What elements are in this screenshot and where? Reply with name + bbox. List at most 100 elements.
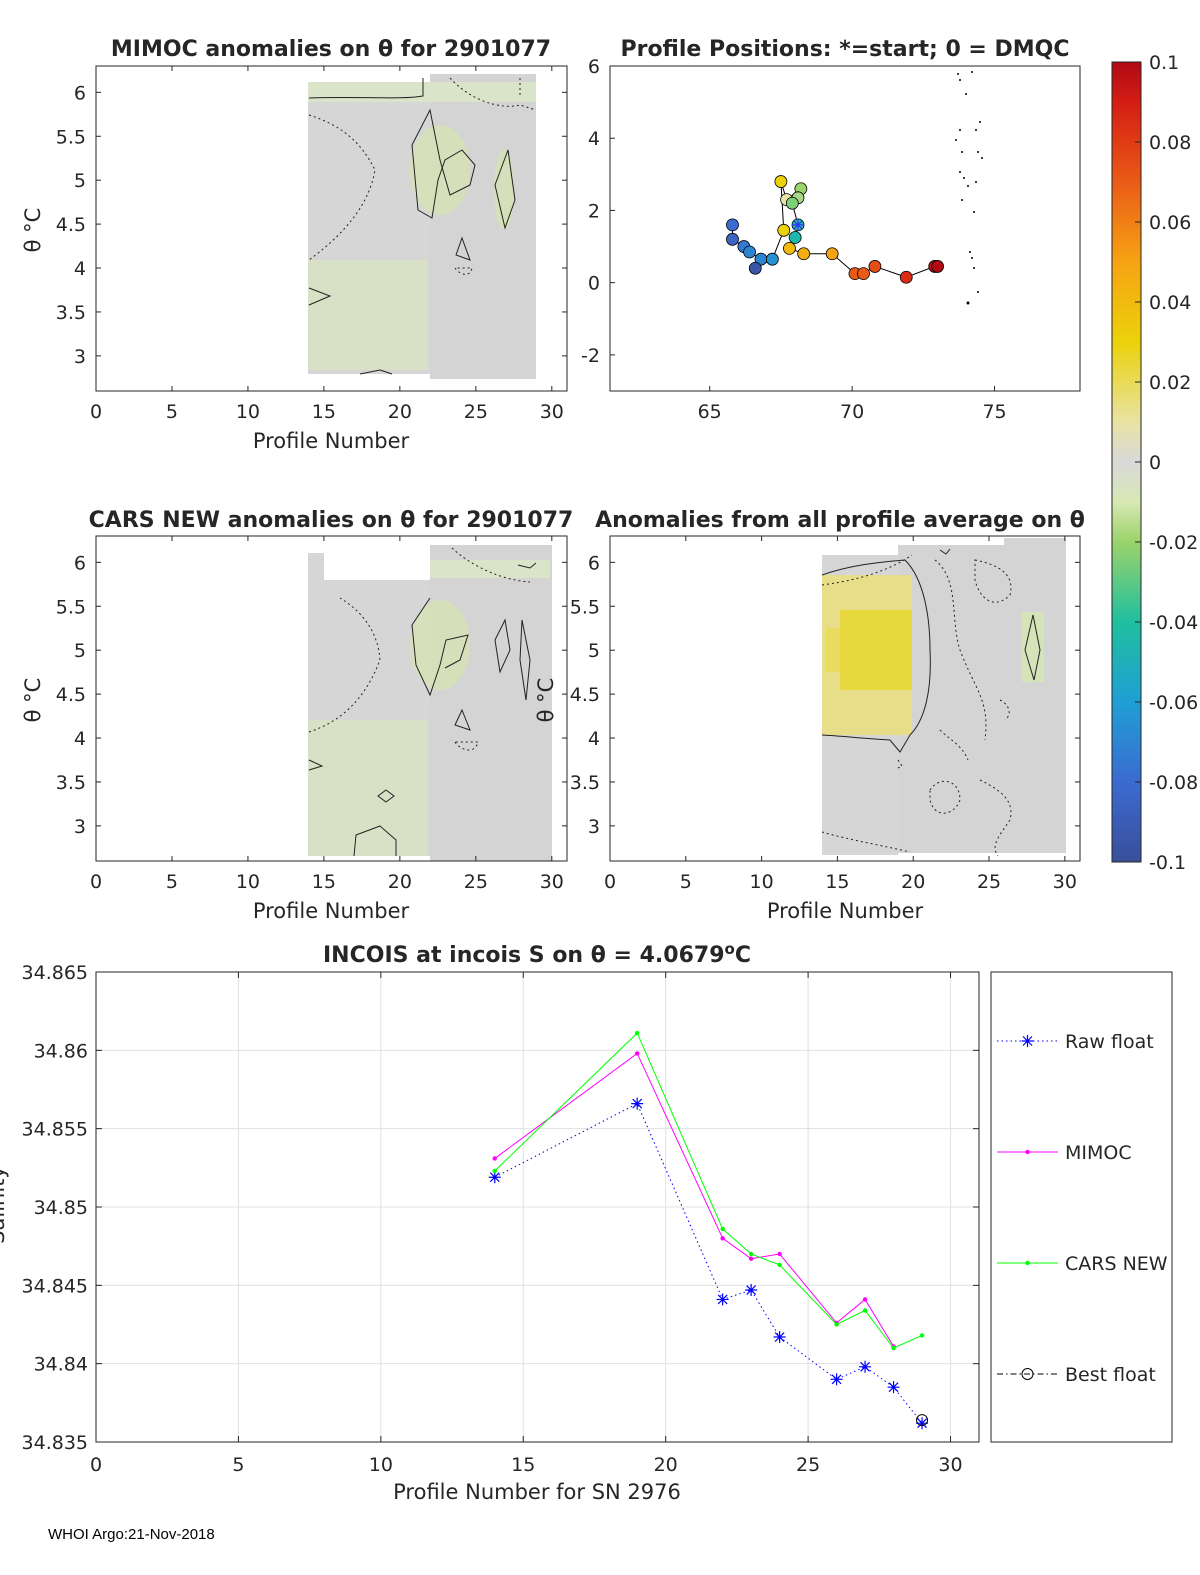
profile-position-marker <box>785 196 799 210</box>
positions-ytick-label: 4 <box>588 128 600 150</box>
cars-contour-dot <box>454 741 479 751</box>
colorbar-tick-label: 0.02 <box>1149 372 1191 394</box>
cars-contour <box>411 597 469 697</box>
allprof-xtick-label: 10 <box>750 871 774 893</box>
nearby-dot <box>967 185 969 187</box>
raw-float-marker <box>631 1097 644 1110</box>
nearby-dot <box>957 73 959 75</box>
mimoc-xtick-label: 25 <box>464 401 488 423</box>
allprof-axes-box <box>609 535 1081 862</box>
cars-contour-dot <box>308 597 381 733</box>
nearby-dot <box>973 211 975 213</box>
salinity-ticks: 0 5 10 15 20 25 30 34.835 34.84 34.845 34.85 34.855… <box>22 962 979 1476</box>
cars-contour <box>519 619 531 701</box>
cars-xtick-label: 30 <box>540 871 564 893</box>
cars-contour <box>308 759 324 771</box>
mimoc-marker <box>862 1297 868 1302</box>
colorbar-ticks: 0.1 0.08 0.06 0.04 0.02 0 -0.02 -0.04 -0.06 -0.08… <box>1135 52 1198 874</box>
mimoc-title: MIMOC anomalies on θ for 2901077 <box>111 37 551 62</box>
allprof-contour-dot <box>979 779 1012 857</box>
nearby-dot <box>979 121 981 123</box>
mimoc-ytick-label: 5 <box>74 170 86 192</box>
allprof-contours <box>821 548 1041 857</box>
profile-position-marker <box>825 247 839 261</box>
cars-xtick-label: 5 <box>166 871 178 893</box>
colorbar-ramp <box>1111 61 1142 863</box>
profile-position-marker <box>765 252 779 266</box>
allprof-xtick-label: 5 <box>680 871 692 893</box>
cars-new-marker <box>777 1262 782 1268</box>
cars-contours <box>308 547 537 857</box>
allprof-ytick-label: 4 <box>588 728 600 750</box>
allprof-xtick-label: 15 <box>825 871 849 893</box>
positions-ytick-label: 2 <box>588 200 600 222</box>
colorbar-tick-label: 0.08 <box>1149 132 1191 154</box>
mimoc-panel: MIMOC anomalies on θ for 2901077 0 5 10 15 2… <box>21 37 568 453</box>
raw-float-marker <box>745 1284 758 1297</box>
positions-panel: Profile Positions: *=start; 0 = DMQC 65 7… <box>581 37 1081 423</box>
cars-contour <box>377 789 395 803</box>
cars-xtick-label: 20 <box>388 871 412 893</box>
colorbar-tick-label: -0.04 <box>1149 612 1198 634</box>
mimoc-field-tint-blob2 <box>494 150 514 230</box>
allprof-contour-dot <box>934 559 987 741</box>
raw-float-marker <box>773 1331 786 1344</box>
allprof-contour-dot <box>939 729 969 761</box>
allprof-ytick-label: 4.5 <box>570 684 600 706</box>
legend-label-raw-float: Raw float <box>1065 1031 1154 1053</box>
nearby-dot <box>971 71 973 73</box>
cars-new-line <box>494 1032 923 1349</box>
positions-ytick-label: 6 <box>588 56 600 78</box>
colorbar-tick-label: 0.06 <box>1149 212 1191 234</box>
profile-position-marker <box>931 260 944 273</box>
allprof-ytick-label: 3 <box>588 816 600 838</box>
positions-ticks: 65 70 75 -2 0 2 4 6 <box>581 56 1007 423</box>
cars-field-right <box>430 545 552 861</box>
allprof-field-right <box>898 545 1066 853</box>
mimoc-marker <box>720 1236 725 1241</box>
profile-position-marker <box>797 247 811 261</box>
mimoc-xtick-label: 15 <box>312 401 336 423</box>
allprof-ytick-label: 5 <box>588 640 600 662</box>
cars-new-marker <box>834 1322 839 1327</box>
allprof-xtick-label: 20 <box>901 871 925 893</box>
cars-field-tint-left <box>308 720 428 856</box>
salinity-legend: Raw float MIMOC CARS NEW Best float <box>990 971 1173 1443</box>
profile-position-marker <box>788 231 802 244</box>
allprof-ticks: 0 5 10 15 20 25 30 3 3.5 4 4.5 5 5.5 6 <box>570 536 1080 893</box>
salinity-ytick-label: 34.855 <box>22 1119 88 1141</box>
profile-position-marker <box>783 241 796 255</box>
allprof-xlabel: Profile Number <box>767 899 924 923</box>
nearby-dot <box>955 139 957 141</box>
salinity-title-degree: o <box>725 940 735 958</box>
salinity-title-main: INCOIS at incois S on θ = 4.0679 <box>323 943 725 968</box>
cars-xtick-label: 15 <box>312 871 336 893</box>
allprof-contour-dot <box>897 759 903 769</box>
salinity-xtick-label: 5 <box>232 1454 244 1476</box>
cars-xtick-label: 0 <box>90 871 102 893</box>
cars-contour <box>494 618 511 674</box>
allprof-xtick-label: 25 <box>977 871 1001 893</box>
positions-xtick-label: 65 <box>698 401 722 423</box>
allprof-contour-dot <box>821 554 913 586</box>
salinity-xtick-label: 15 <box>511 1454 535 1476</box>
mimoc-ylabel: θ °C <box>21 208 45 253</box>
mimoc-contour <box>308 78 424 99</box>
salinity-series <box>488 1030 929 1430</box>
mimoc-line <box>494 1052 894 1347</box>
mimoc-field-tint-left <box>308 260 428 370</box>
salinity-title-unit: C <box>735 943 751 968</box>
cars-ytick-label: 3 <box>74 816 86 838</box>
nearby-dot <box>981 157 983 159</box>
mimoc-contour <box>455 236 471 261</box>
cars-contour-dot <box>451 547 531 583</box>
mimoc-xlabel: Profile Number <box>253 429 410 453</box>
nearby-dot <box>975 129 977 131</box>
mimoc-xtick-label: 5 <box>166 401 178 423</box>
positions-nearby-dots <box>955 71 983 305</box>
raw-float-line <box>494 1102 923 1424</box>
positions-xtick-label: 75 <box>982 401 1006 423</box>
nearby-dot <box>963 177 965 179</box>
cars-ytick-label: 5 <box>74 640 86 662</box>
profile-position-marker <box>743 245 756 259</box>
